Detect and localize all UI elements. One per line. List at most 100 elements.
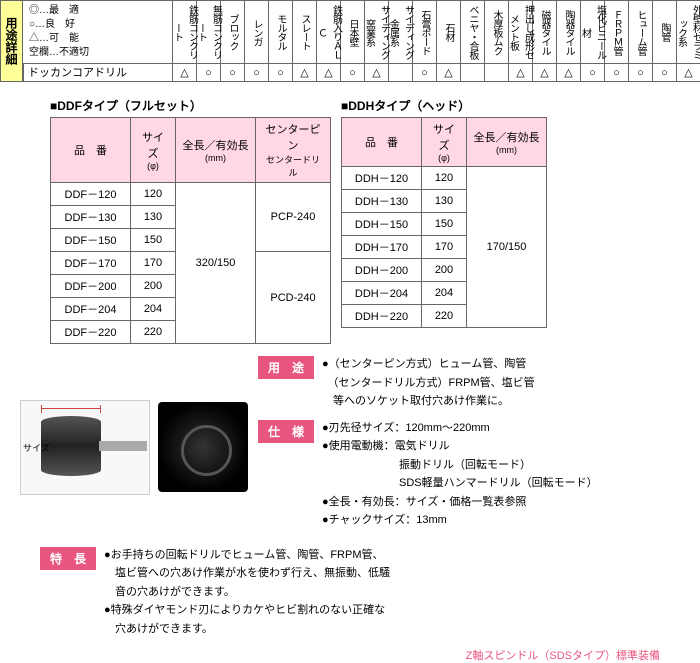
cell-size: 220: [131, 321, 176, 344]
material-mark: ○: [269, 63, 292, 81]
usage-badge: 用 途: [258, 356, 314, 379]
material-col: ＦＲＰＭ管○: [605, 0, 629, 82]
table-row: DDH－120120170/150: [342, 167, 547, 190]
material-mark: △: [173, 63, 196, 81]
legend-line: ◎…最 適: [29, 4, 166, 18]
material-col: サイディング金属系: [389, 0, 413, 82]
cell-size: 150: [131, 229, 176, 252]
material-col: モルタル○: [269, 0, 293, 82]
material-columns: 鉄筋コンクリート△無筋コンクリート○ブロック○レンガ○モルタル○スレート△鉄筋入…: [173, 0, 700, 82]
cell-pin: PCP-240: [256, 183, 331, 252]
material-col: ベニヤ・合板: [461, 0, 485, 82]
material-col: 石材△: [437, 0, 461, 82]
cell-code: DDF－204: [51, 298, 131, 321]
cell-size: 150: [422, 213, 467, 236]
material-mark: ○: [605, 63, 628, 81]
cell-code: DDF－220: [51, 321, 131, 344]
th: サイズ(φ): [131, 118, 176, 183]
th: 全長／有効長(mm): [467, 118, 547, 167]
feature-text: ●お手持ちの回転ドリルでヒューム管、陶管、FRPM管、 塩ビ管への穴あけ作業が水…: [104, 547, 660, 640]
material-mark: [461, 63, 484, 81]
images-area: サイズ: [20, 356, 248, 539]
material-col: ブロック○: [221, 0, 245, 82]
cell-code: DDH－200: [342, 259, 422, 282]
legend-and-label: ◎…最 適 ○…良 好 △…可 能 空欄…不適切 ドッカンコアドリル: [23, 0, 173, 82]
cell-code: DDH－120: [342, 167, 422, 190]
material-col: 無筋コンクリート○: [197, 0, 221, 82]
cell-length: 170/150: [467, 167, 547, 328]
cell-size: 204: [131, 298, 176, 321]
ddf-table-block: ■DDFタイプ（フルセット） 品 番 サイズ(φ) 全長／有効長(mm) センタ…: [50, 97, 331, 344]
cell-size: 204: [422, 282, 467, 305]
material-name: 石膏ボード: [413, 1, 436, 63]
material-mark: △: [437, 63, 460, 81]
material-name: 塩化ビニール材: [581, 1, 604, 63]
material-name: モルタル: [269, 1, 292, 63]
material-mark: ○: [581, 63, 604, 81]
cell-size: 170: [422, 236, 467, 259]
cell-code: DDH－204: [342, 282, 422, 305]
cell-code: DDF－170: [51, 252, 131, 275]
cell-code: DDH－150: [342, 213, 422, 236]
cell-code: DDF－120: [51, 183, 131, 206]
material-name: 鉄筋入りＡＬＣ: [317, 1, 340, 63]
material-mark: △: [293, 63, 316, 81]
material-mark: △: [509, 63, 532, 81]
ddf-table: 品 番 サイズ(φ) 全長／有効長(mm) センターピンセンタードリル DDF－…: [50, 117, 331, 344]
legend: ◎…最 適 ○…良 好 △…可 能 空欄…不適切: [23, 0, 173, 64]
cell-size: 200: [131, 275, 176, 298]
cell-code: DDH－220: [342, 305, 422, 328]
usage-spec-block: 用 途 ●（センターピン方式）ヒューム管、陶管 （センタードリル方式）FRPM管…: [258, 356, 680, 539]
compatibility-grid: 用途詳細 ◎…最 適 ○…良 好 △…可 能 空欄…不適切 ドッカンコアドリル …: [0, 0, 700, 82]
cell-size: 130: [131, 206, 176, 229]
feature-badge: 特 長: [40, 547, 96, 570]
legend-line: △…可 能: [29, 32, 166, 46]
usage-header: 用途詳細: [0, 0, 23, 82]
ddh-table: 品 番 サイズ(φ) 全長／有効長(mm) DDH－120120170/150D…: [341, 117, 547, 328]
cell-code: DDF－130: [51, 206, 131, 229]
material-name: レンガ: [245, 1, 268, 63]
th: サイズ(φ): [422, 118, 467, 167]
th: 全長／有効長(mm): [176, 118, 256, 183]
material-mark: ○: [341, 63, 364, 81]
material-name: サイディング金属系: [389, 1, 412, 63]
drill-row-label: ドッカンコアドリル: [23, 64, 173, 82]
drill-diagram: サイズ: [20, 400, 150, 495]
material-mark: △: [365, 63, 388, 81]
material-name: ヒューム管: [629, 1, 652, 63]
cell-code: DDH－170: [342, 236, 422, 259]
ddh-table-block: ■DDHタイプ（ヘッド） 品 番 サイズ(φ) 全長／有効長(mm) DDH－1…: [341, 97, 547, 344]
cell-code: DDF－200: [51, 275, 131, 298]
material-col: 鉄筋入りＡＬＣ△: [317, 0, 341, 82]
th: センターピンセンタードリル: [256, 118, 331, 183]
material-col: 押出し成形セメント板△: [509, 0, 533, 82]
usage-text: ●（センターピン方式）ヒューム管、陶管 （センタードリル方式）FRPM管、塩ビ管…: [322, 356, 680, 412]
cell-code: DDF－150: [51, 229, 131, 252]
material-name: 磁器タイル: [533, 1, 556, 63]
material-col: ヒューム管○: [629, 0, 653, 82]
material-name: 無筋コンクリート: [197, 1, 220, 63]
material-col: 塩化ビニール材○: [581, 0, 605, 82]
material-mark: ○: [629, 63, 652, 81]
material-mark: ○: [197, 63, 220, 81]
cell-size: 170: [131, 252, 176, 275]
material-mark: ○: [221, 63, 244, 81]
ddh-title: ■DDHタイプ（ヘッド）: [341, 97, 547, 114]
cell-code: DDH－130: [342, 190, 422, 213]
material-mark: ○: [653, 63, 676, 81]
material-name: 石材: [437, 1, 460, 63]
middle-section: サイズ 用 途 ●（センターピン方式）ヒューム管、陶管 （センタードリル方式）F…: [0, 356, 700, 539]
material-name: 押出し成形セメント板: [509, 1, 532, 63]
legend-line: ○…良 好: [29, 18, 166, 32]
material-mark: [389, 63, 412, 81]
material-col: 磁器タイル△: [533, 0, 557, 82]
material-col: レンガ○: [245, 0, 269, 82]
spec-badge: 仕 様: [258, 420, 314, 443]
material-col: 石膏ボード○: [413, 0, 437, 82]
table-row: DDF－120120320/150PCP-240: [51, 183, 331, 206]
material-name: ベニヤ・合板: [461, 1, 484, 63]
material-mark: △: [557, 63, 580, 81]
th: 品 番: [342, 118, 422, 167]
tables-section: ■DDFタイプ（フルセット） 品 番 サイズ(φ) 全長／有効長(mm) センタ…: [0, 97, 700, 344]
cell-size: 200: [422, 259, 467, 282]
